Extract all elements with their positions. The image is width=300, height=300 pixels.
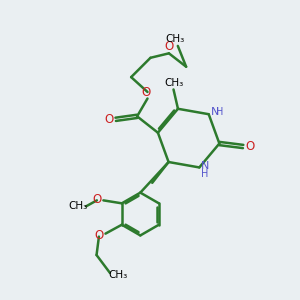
Text: CH₃: CH₃ bbox=[109, 270, 128, 280]
Text: N: N bbox=[200, 161, 209, 171]
Text: O: O bbox=[104, 113, 114, 126]
Text: N: N bbox=[211, 107, 219, 117]
Text: H: H bbox=[201, 169, 208, 179]
Text: CH₃: CH₃ bbox=[164, 78, 183, 88]
Text: O: O bbox=[245, 140, 254, 153]
Text: O: O bbox=[165, 40, 174, 53]
Text: O: O bbox=[92, 193, 101, 206]
Text: H: H bbox=[216, 107, 224, 117]
Text: CH₃: CH₃ bbox=[166, 34, 185, 44]
Text: O: O bbox=[141, 86, 151, 99]
Text: O: O bbox=[94, 229, 104, 242]
Text: CH₃: CH₃ bbox=[68, 201, 87, 211]
